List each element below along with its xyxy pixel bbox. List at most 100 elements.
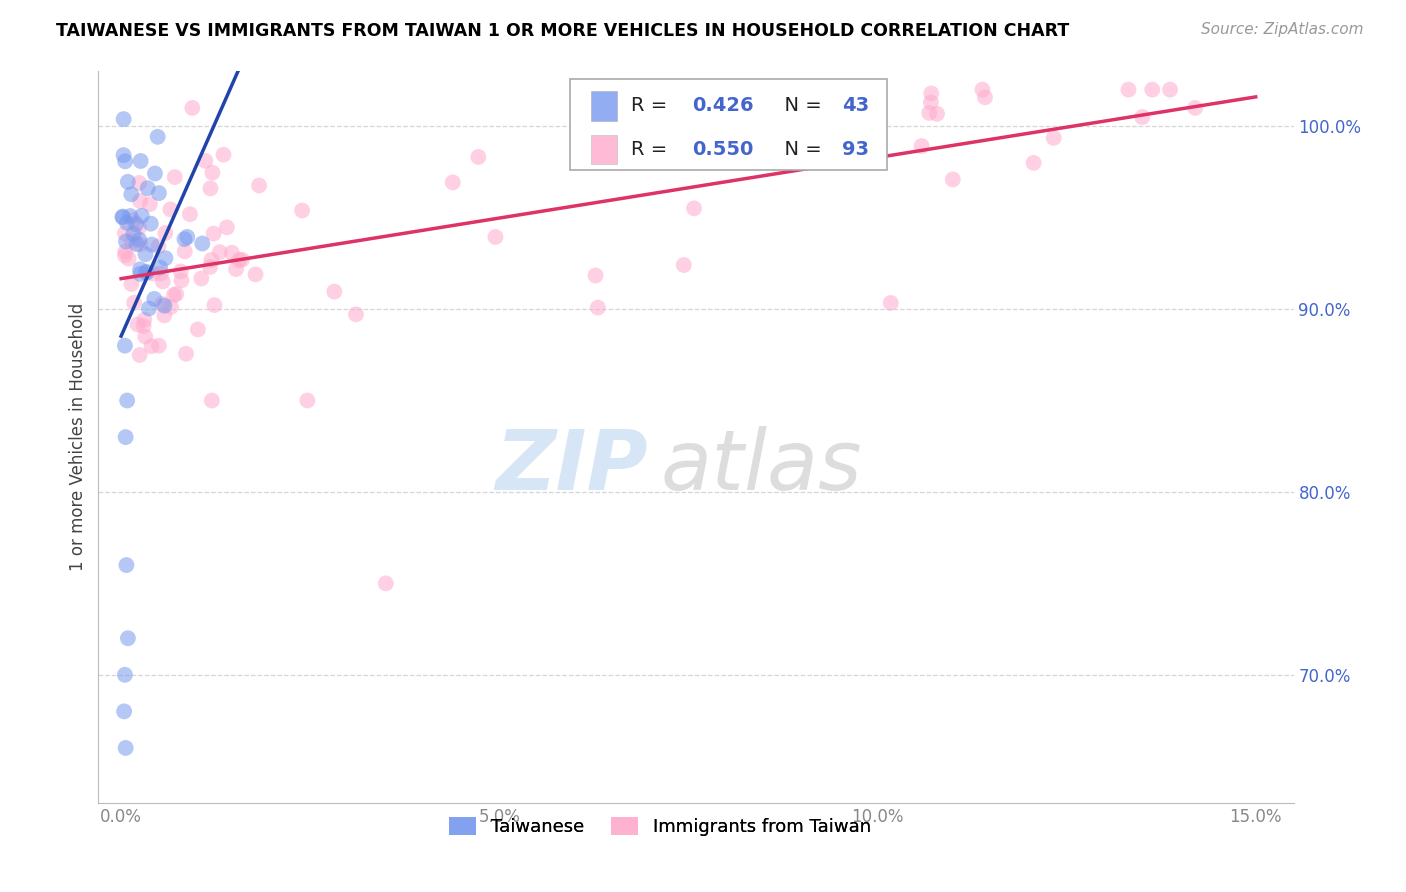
Text: TAIWANESE VS IMMIGRANTS FROM TAIWAN 1 OR MORE VEHICLES IN HOUSEHOLD CORRELATION : TAIWANESE VS IMMIGRANTS FROM TAIWAN 1 OR… — [56, 22, 1070, 40]
Point — [129, 194, 152, 208]
Point — [683, 202, 706, 216]
Point — [114, 244, 136, 259]
Point — [131, 209, 153, 223]
Point — [114, 248, 136, 262]
Point — [585, 268, 607, 283]
Point — [374, 576, 396, 591]
Text: 0.550: 0.550 — [692, 140, 754, 159]
Point — [122, 227, 145, 241]
Point — [135, 265, 157, 279]
Point — [111, 211, 134, 225]
Point — [139, 197, 162, 211]
Text: 43: 43 — [842, 96, 869, 115]
Point — [146, 129, 169, 144]
Point — [187, 322, 209, 336]
Point — [942, 172, 965, 186]
Point — [114, 668, 136, 682]
Point — [198, 260, 221, 274]
Text: 93: 93 — [842, 140, 869, 159]
Text: N =: N = — [772, 96, 828, 115]
Point — [910, 139, 932, 153]
Point — [148, 186, 170, 200]
Point — [201, 393, 224, 408]
Point — [291, 203, 314, 218]
Point — [114, 154, 136, 169]
Point — [179, 207, 201, 221]
Point — [134, 247, 156, 261]
Point — [134, 329, 156, 343]
Point — [150, 297, 173, 311]
Point — [115, 393, 138, 408]
Point — [155, 226, 177, 240]
Text: Source: ZipAtlas.com: Source: ZipAtlas.com — [1201, 22, 1364, 37]
Point — [245, 268, 267, 282]
Text: N =: N = — [772, 140, 828, 159]
Point — [1159, 83, 1181, 97]
Point — [160, 300, 183, 314]
Point — [120, 187, 142, 202]
Point — [484, 230, 506, 244]
Point — [467, 150, 489, 164]
Point — [129, 237, 152, 252]
Point — [1184, 101, 1206, 115]
Point — [148, 339, 170, 353]
Text: ZIP: ZIP — [495, 425, 648, 507]
Point — [136, 181, 159, 195]
Point — [586, 301, 609, 315]
FancyBboxPatch shape — [571, 78, 887, 170]
Point — [200, 252, 222, 267]
Point — [112, 705, 135, 719]
Point — [672, 258, 695, 272]
Point — [974, 90, 997, 104]
Point — [640, 95, 662, 109]
Point — [1042, 131, 1064, 145]
Point — [825, 113, 848, 128]
Point — [117, 632, 139, 646]
Point — [134, 312, 156, 326]
Point — [202, 227, 225, 241]
Point — [297, 393, 319, 408]
Point — [200, 181, 222, 195]
Point — [117, 175, 139, 189]
Point — [247, 178, 270, 193]
Point — [129, 262, 152, 277]
Point — [204, 298, 226, 312]
Point — [141, 339, 163, 353]
Point — [972, 83, 994, 97]
Point — [148, 239, 170, 253]
Point — [165, 287, 187, 301]
Point — [112, 112, 135, 127]
Point — [138, 301, 160, 316]
Point — [1130, 110, 1153, 124]
FancyBboxPatch shape — [591, 91, 617, 120]
Point — [122, 213, 145, 227]
Point — [111, 210, 134, 224]
Point — [880, 296, 903, 310]
Text: R =: R = — [631, 140, 673, 159]
Point — [115, 235, 138, 249]
Point — [920, 95, 942, 110]
Point — [129, 267, 152, 281]
Point — [920, 87, 942, 101]
Point — [114, 339, 136, 353]
Point — [128, 220, 150, 235]
Point — [117, 252, 139, 266]
Point — [344, 307, 367, 321]
Point — [120, 209, 142, 223]
Y-axis label: 1 or more Vehicles in Household: 1 or more Vehicles in Household — [69, 303, 87, 571]
Text: atlas: atlas — [661, 425, 862, 507]
Legend: Taiwanese, Immigrants from Taiwan: Taiwanese, Immigrants from Taiwan — [440, 807, 880, 845]
Point — [121, 235, 143, 249]
Point — [139, 217, 162, 231]
Point — [114, 740, 136, 755]
Point — [128, 176, 150, 190]
Point — [142, 267, 165, 281]
Point — [135, 266, 157, 280]
Point — [181, 101, 204, 115]
Point — [163, 170, 186, 185]
Point — [208, 245, 231, 260]
Point — [441, 175, 464, 189]
Point — [323, 285, 346, 299]
Point — [925, 107, 948, 121]
Point — [212, 147, 235, 161]
